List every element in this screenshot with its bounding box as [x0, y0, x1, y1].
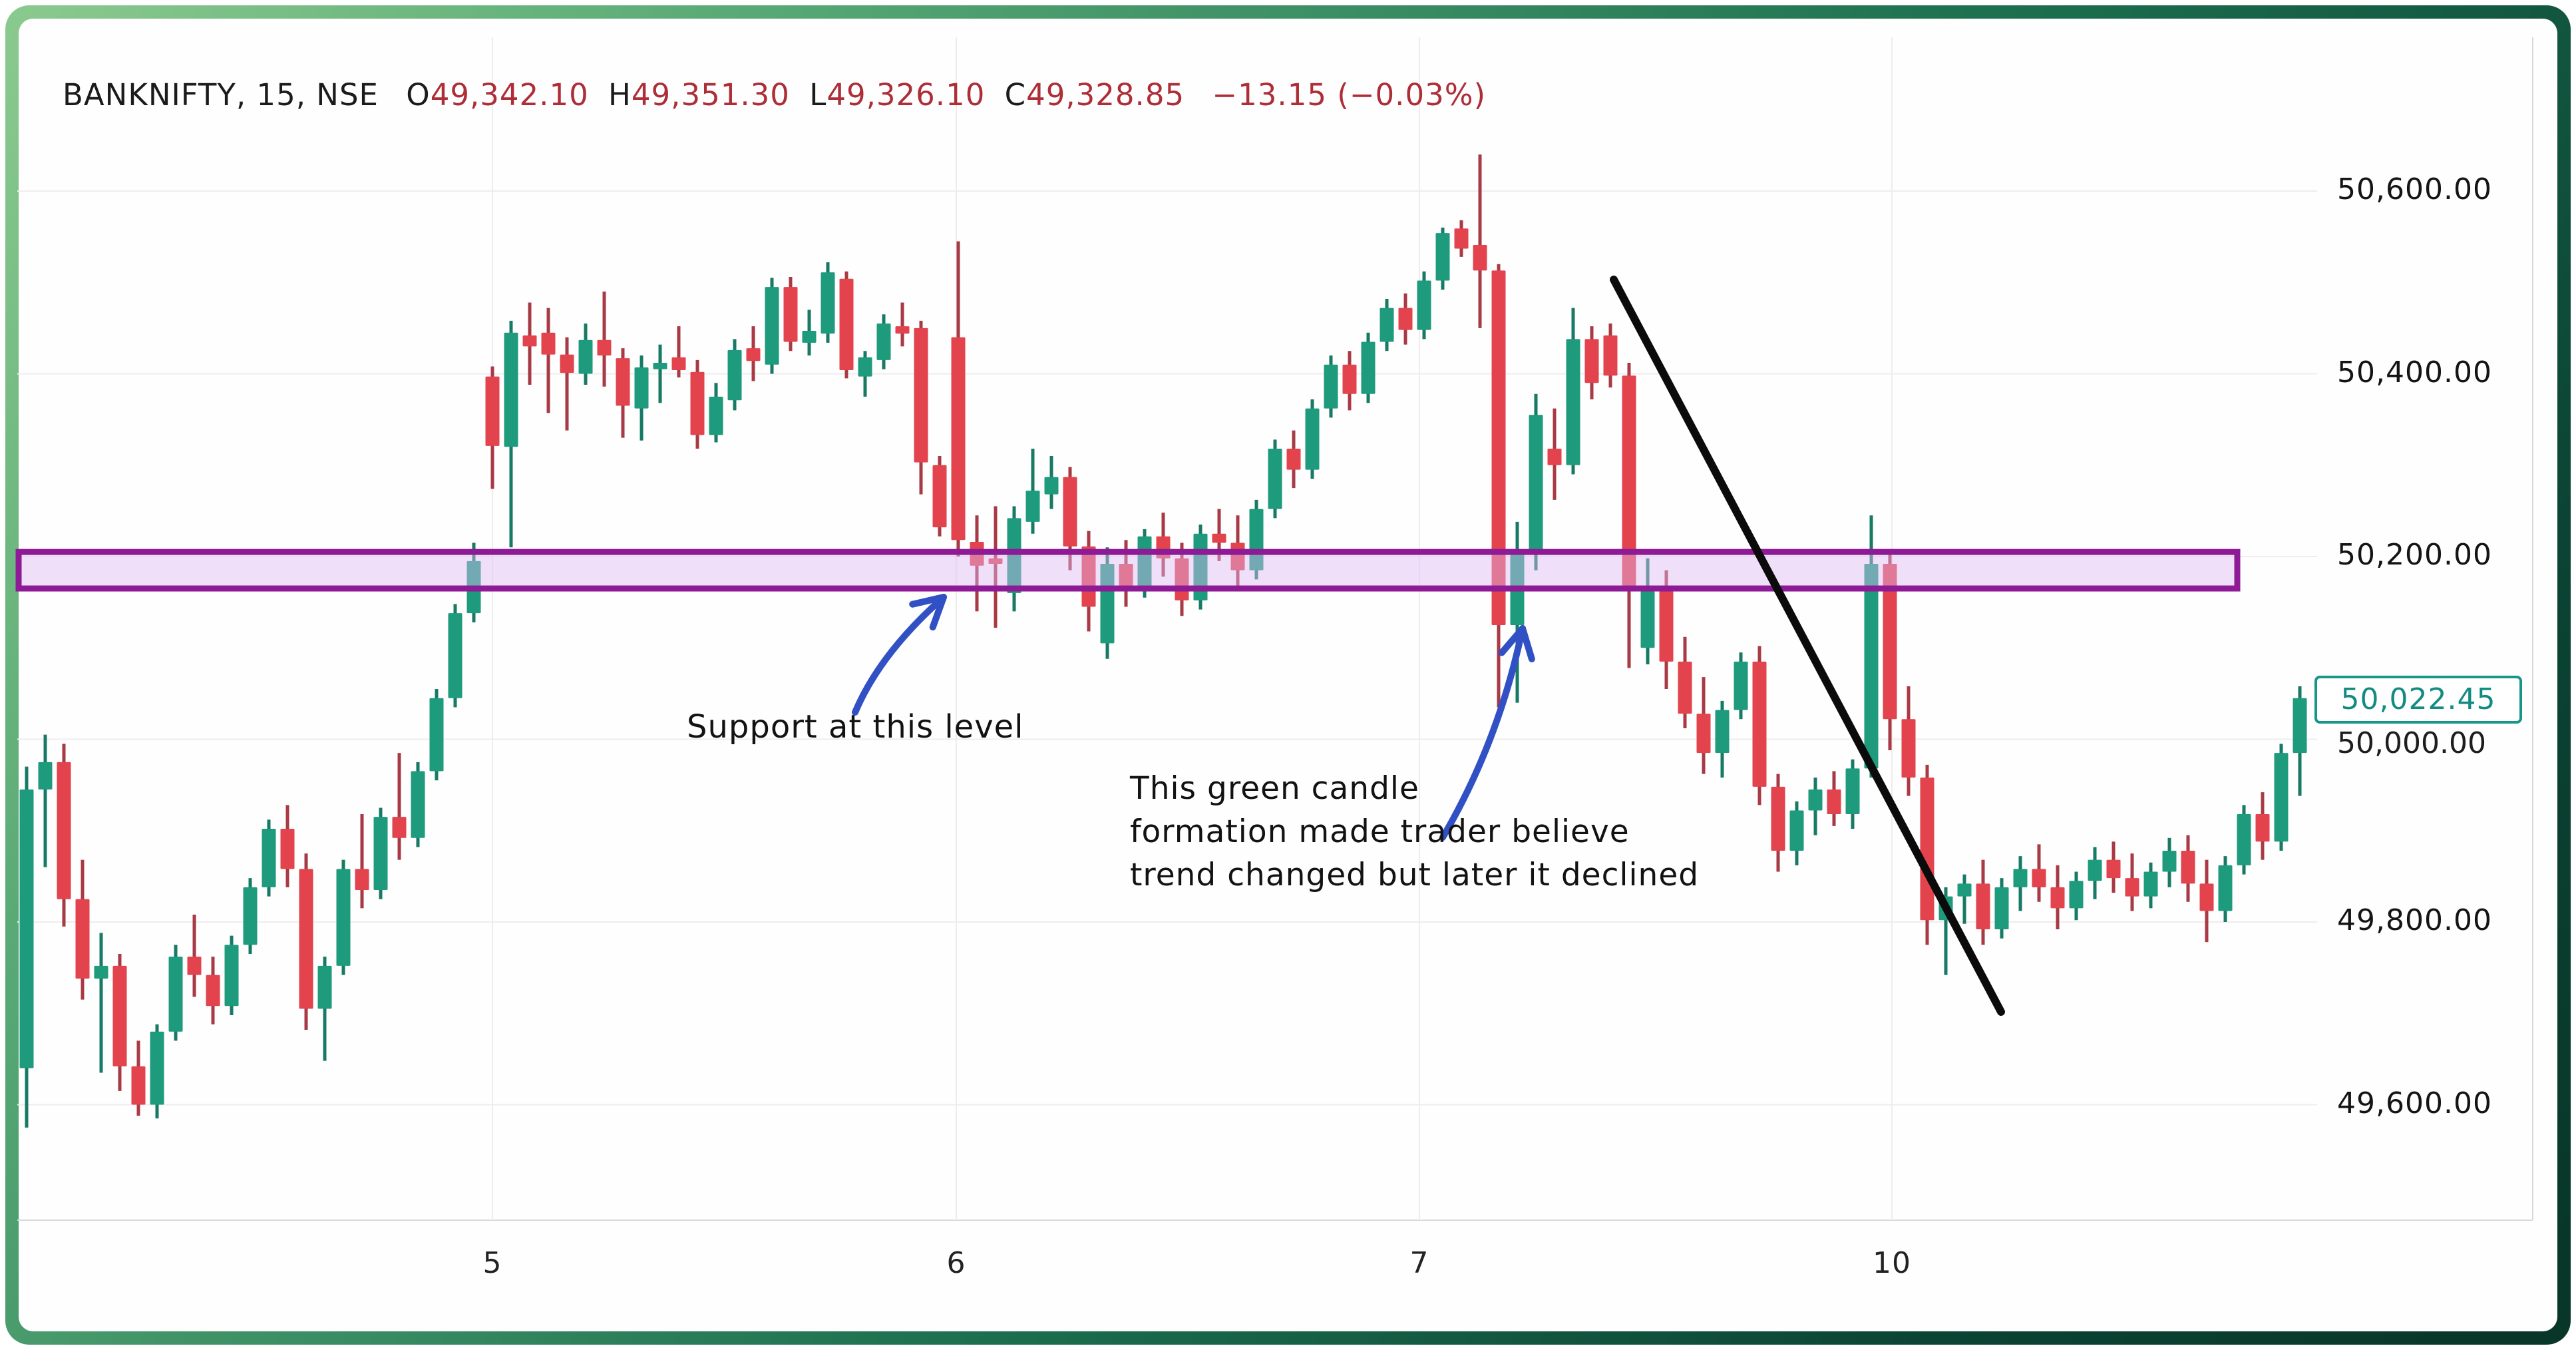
time-axis-label-6[interactable]: 6: [946, 1246, 966, 1280]
last-price-badge-value: 50,022.45: [2340, 682, 2496, 717]
green-candle-annotation-line1: This green candle: [1130, 770, 1419, 807]
price-axis-label-50400[interactable]: 50,400.00: [2337, 355, 2492, 389]
ohlc-low-value: 49,326.10: [827, 77, 986, 112]
ohlc-high-label: H: [608, 77, 632, 112]
ohlc-low-label: L: [809, 77, 827, 112]
green-candle-annotation-text: This green candle formation made trader …: [1130, 767, 1699, 897]
time-axis-label-10[interactable]: 10: [1873, 1246, 1911, 1280]
ohlc-open-value: 49,342.10: [430, 77, 589, 112]
green-candle-annotation-line2: formation made trader believe: [1130, 813, 1630, 850]
last-price-badge: 50,022.45: [2314, 675, 2522, 724]
change-value: −13.15 (−0.03%): [1212, 77, 1487, 112]
symbol-header[interactable]: BANKNIFTY, 15, NSE O49,342.10 H49,351.30…: [63, 77, 1486, 112]
chart-background[interactable]: [19, 19, 2557, 1331]
ohlc-close-value: 49,328.85: [1026, 77, 1185, 112]
price-axis-label-50000-occluded: 50,000.00: [2337, 726, 2486, 760]
ohlc-high-value: 49,351.30: [631, 77, 790, 112]
green-candle-annotation-line3: trend changed but later it declined: [1130, 857, 1700, 893]
price-axis-label-49600[interactable]: 49,600.00: [2337, 1086, 2492, 1120]
time-axis-label-7[interactable]: 7: [1409, 1246, 1429, 1280]
ohlc-open-label: O: [406, 77, 431, 112]
ohlc-close-label: C: [1004, 77, 1027, 112]
time-axis-label-5[interactable]: 5: [482, 1246, 502, 1280]
price-axis-label-50200[interactable]: 50,200.00: [2337, 538, 2492, 572]
price-axis-label-50600[interactable]: 50,600.00: [2337, 172, 2492, 206]
symbol-title[interactable]: BANKNIFTY, 15, NSE: [63, 77, 379, 112]
support-annotation-text: Support at this level: [687, 708, 1024, 746]
price-axis-label-49800[interactable]: 49,800.00: [2337, 903, 2492, 937]
